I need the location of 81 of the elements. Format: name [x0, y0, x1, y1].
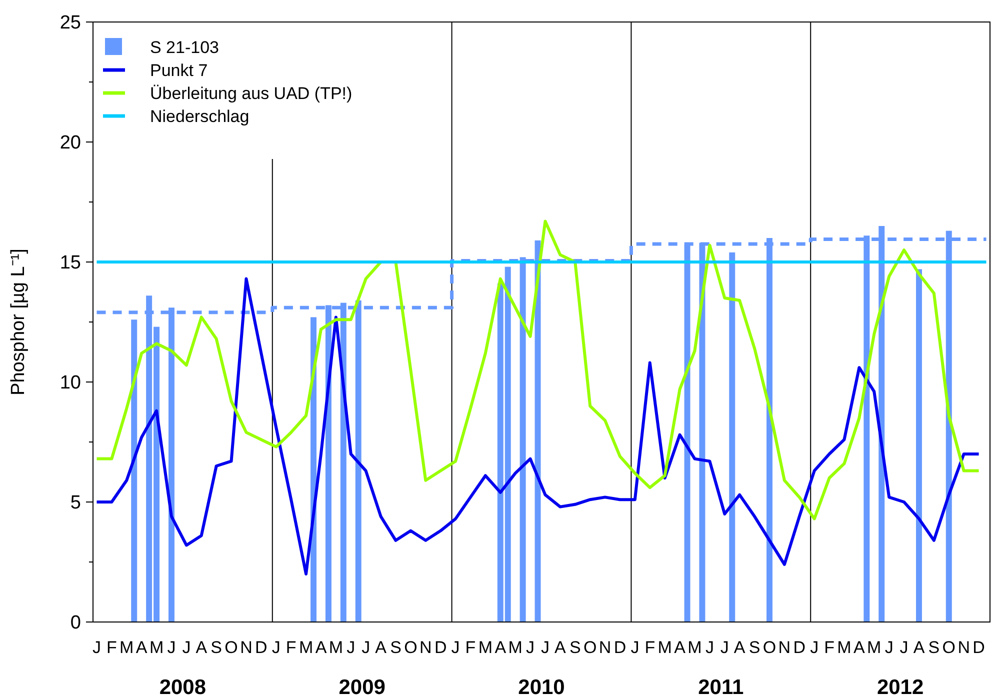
x-tick-label: A — [854, 638, 866, 657]
y-tick-label: 15 — [60, 252, 81, 274]
x-tick-label: J — [900, 638, 908, 657]
line-series — [95, 220, 980, 520]
x-tick-label: J — [182, 638, 191, 657]
x-tick-label: A — [734, 638, 746, 657]
x-tick-label: M — [688, 638, 702, 657]
legend-label: Niederschlag — [150, 106, 250, 126]
text: 2011 — [698, 676, 744, 699]
x-tick-label: J — [540, 638, 550, 657]
x-tick-label: M — [867, 638, 882, 657]
x-tick-label: O — [224, 638, 238, 657]
legend-label: Überleitung aus UAD (TP!) — [150, 84, 352, 103]
x-tick-label: J — [451, 638, 460, 657]
x-tick-label: M — [508, 638, 522, 657]
x-tick-label: A — [494, 638, 507, 657]
line-series — [95, 277, 980, 576]
x-tick-label: S — [928, 638, 940, 657]
x-tick-label: F — [644, 638, 656, 657]
text: 2012 — [876, 676, 924, 699]
x-tick-label: D — [434, 638, 447, 657]
x-tick-label: J — [884, 638, 894, 657]
x-tick-label: M — [149, 638, 164, 657]
text: 2008 — [159, 676, 206, 699]
x-tick-label: N — [778, 638, 791, 657]
x-tick-label: A — [674, 638, 686, 657]
x-tick-label: O — [942, 638, 956, 657]
x-tick-label: N — [598, 638, 612, 657]
text: 2009 — [338, 676, 386, 699]
x-tick-label: J — [705, 638, 714, 657]
bar — [916, 269, 922, 622]
x-tick-label: A — [315, 638, 328, 657]
x-tick-label: J — [362, 638, 370, 657]
y-tick-label: 10 — [60, 372, 81, 394]
y-tick-label: 0 — [70, 612, 81, 634]
x-tick-label: O — [762, 638, 776, 657]
bar — [729, 252, 736, 622]
x-tick-label: S — [210, 638, 222, 657]
bar — [131, 320, 138, 622]
x-tick-label: S — [390, 638, 402, 657]
x-tick-label: M — [298, 638, 314, 657]
x-tick-label: F — [824, 638, 834, 657]
x-tick-label: F — [286, 638, 296, 657]
y-tick-label: 20 — [60, 132, 81, 154]
x-tick-label: J — [630, 638, 640, 657]
legend-label: Punkt 7 — [150, 60, 208, 80]
x-tick-label: D — [614, 638, 626, 657]
x-tick-label: J — [720, 638, 729, 657]
x-tick-label: N — [958, 638, 970, 657]
text: 2010 — [518, 676, 565, 699]
x-tick-label: J — [92, 638, 101, 657]
x-tick-label: M — [658, 638, 672, 657]
x-tick-label: J — [810, 638, 819, 657]
x-tick-label: A — [375, 638, 388, 657]
x-tick-label: J — [167, 638, 176, 657]
x-tick-label: A — [196, 638, 208, 657]
x-tick-label: D — [255, 638, 268, 657]
x-tick-label: S — [748, 638, 760, 657]
x-tick-label: F — [465, 638, 476, 657]
x-tick-label: J — [526, 638, 535, 657]
y-axis-title: Phosphor [µg L⁻¹] — [8, 248, 29, 396]
x-tick-label: M — [478, 638, 493, 657]
x-tick-label: A — [913, 638, 926, 657]
x-tick-label: M — [328, 638, 344, 657]
x-tick-label: A — [554, 638, 567, 657]
y-tick-label: 5 — [70, 492, 81, 514]
x-tick-label: M — [837, 638, 852, 657]
legend-label: S 21-103 — [150, 38, 219, 57]
x-tick-label: F — [106, 638, 117, 657]
x-tick-label: A — [136, 638, 148, 657]
x-tick-label: D — [793, 638, 806, 657]
x-tick-label: N — [240, 638, 252, 657]
x-tick-label: S — [569, 638, 581, 657]
x-tick-label: N — [419, 638, 432, 657]
x-tick-label: O — [404, 638, 418, 657]
y-tick-label: 25 — [60, 12, 81, 34]
x-tick-label: M — [120, 638, 134, 657]
x-tick-label: O — [583, 638, 597, 657]
x-tick-label: J — [346, 638, 356, 657]
x-tick-label: J — [272, 638, 280, 657]
x-tick-label: D — [972, 638, 985, 657]
